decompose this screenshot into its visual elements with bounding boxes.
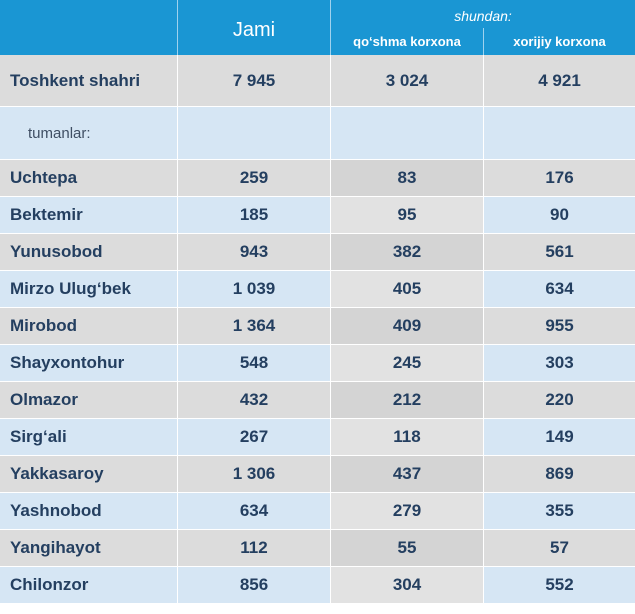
district-qoshma: 83 [331,160,484,197]
district-jami: 185 [178,197,331,234]
district-name: Mirobod [0,308,178,345]
header-xorijiy-korxona: xorijiy korxona [484,28,635,55]
subheader-empty-cell [484,107,635,160]
subheader-empty-cell [178,107,331,160]
header-qoshma-korxona: qo‘shma korxona [331,28,484,55]
district-xorijiy: 220 [484,382,635,419]
subheader-empty-cell [331,107,484,160]
district-qoshma: 55 [331,530,484,567]
district-qoshma: 212 [331,382,484,419]
district-jami: 1 364 [178,308,331,345]
table-row: Mirzo Ulug‘bek 1 039 405 634 [0,271,635,308]
district-name: Sirg‘ali [0,419,178,456]
district-qoshma: 437 [331,456,484,493]
total-name: Toshkent shahri [0,55,178,107]
district-xorijiy: 149 [484,419,635,456]
district-name: Mirzo Ulug‘bek [0,271,178,308]
district-name: Uchtepa [0,160,178,197]
district-jami: 856 [178,567,331,604]
table-row: Yakkasaroy 1 306 437 869 [0,456,635,493]
district-qoshma: 95 [331,197,484,234]
table-row: Chilonzor 856 304 552 [0,567,635,604]
total-jami: 7 945 [178,55,331,107]
table-row: Yunusobod 943 382 561 [0,234,635,271]
district-qoshma: 382 [331,234,484,271]
table-row: Mirobod 1 364 409 955 [0,308,635,345]
district-qoshma: 279 [331,493,484,530]
district-qoshma: 118 [331,419,484,456]
table-row: Shayxontohur 548 245 303 [0,345,635,382]
district-name: Bektemir [0,197,178,234]
subheader-row: tumanlar: [0,107,635,160]
district-jami: 548 [178,345,331,382]
district-jami: 943 [178,234,331,271]
district-name: Shayxontohur [0,345,178,382]
district-name: Yashnobod [0,493,178,530]
district-jami: 112 [178,530,331,567]
district-jami: 1 306 [178,456,331,493]
district-qoshma: 405 [331,271,484,308]
district-xorijiy: 634 [484,271,635,308]
table-row: Yangihayot 112 55 57 [0,530,635,567]
district-xorijiy: 176 [484,160,635,197]
district-name: Yunusobod [0,234,178,271]
district-qoshma: 245 [331,345,484,382]
district-xorijiy: 355 [484,493,635,530]
header-shundan: shundan: [331,0,635,28]
district-xorijiy: 955 [484,308,635,345]
table-row: Olmazor 432 212 220 [0,382,635,419]
table-row: Bektemir 185 95 90 [0,197,635,234]
district-name: Chilonzor [0,567,178,604]
table-row: Uchtepa 259 83 176 [0,160,635,197]
total-xorijiy: 4 921 [484,55,635,107]
total-row: Toshkent shahri 7 945 3 024 4 921 [0,55,635,107]
district-qoshma: 304 [331,567,484,604]
subheader-label: tumanlar: [0,107,178,160]
district-name: Yangihayot [0,530,178,567]
district-name: Olmazor [0,382,178,419]
district-jami: 267 [178,419,331,456]
district-jami: 1 039 [178,271,331,308]
district-jami: 634 [178,493,331,530]
header-corner-cell [0,0,178,55]
district-qoshma: 409 [331,308,484,345]
district-xorijiy: 561 [484,234,635,271]
header-row-bottom: qo‘shma korxona xorijiy korxona [0,28,635,55]
district-jami: 259 [178,160,331,197]
table-row: Yashnobod 634 279 355 [0,493,635,530]
district-jami: 432 [178,382,331,419]
header-row-top: Jami shundan: [0,0,635,55]
district-name: Yakkasaroy [0,456,178,493]
header-jami: Jami [178,0,331,55]
table-row: Sirg‘ali 267 118 149 [0,419,635,456]
district-xorijiy: 552 [484,567,635,604]
district-xorijiy: 57 [484,530,635,567]
district-xorijiy: 90 [484,197,635,234]
district-xorijiy: 303 [484,345,635,382]
district-xorijiy: 869 [484,456,635,493]
total-qoshma: 3 024 [331,55,484,107]
